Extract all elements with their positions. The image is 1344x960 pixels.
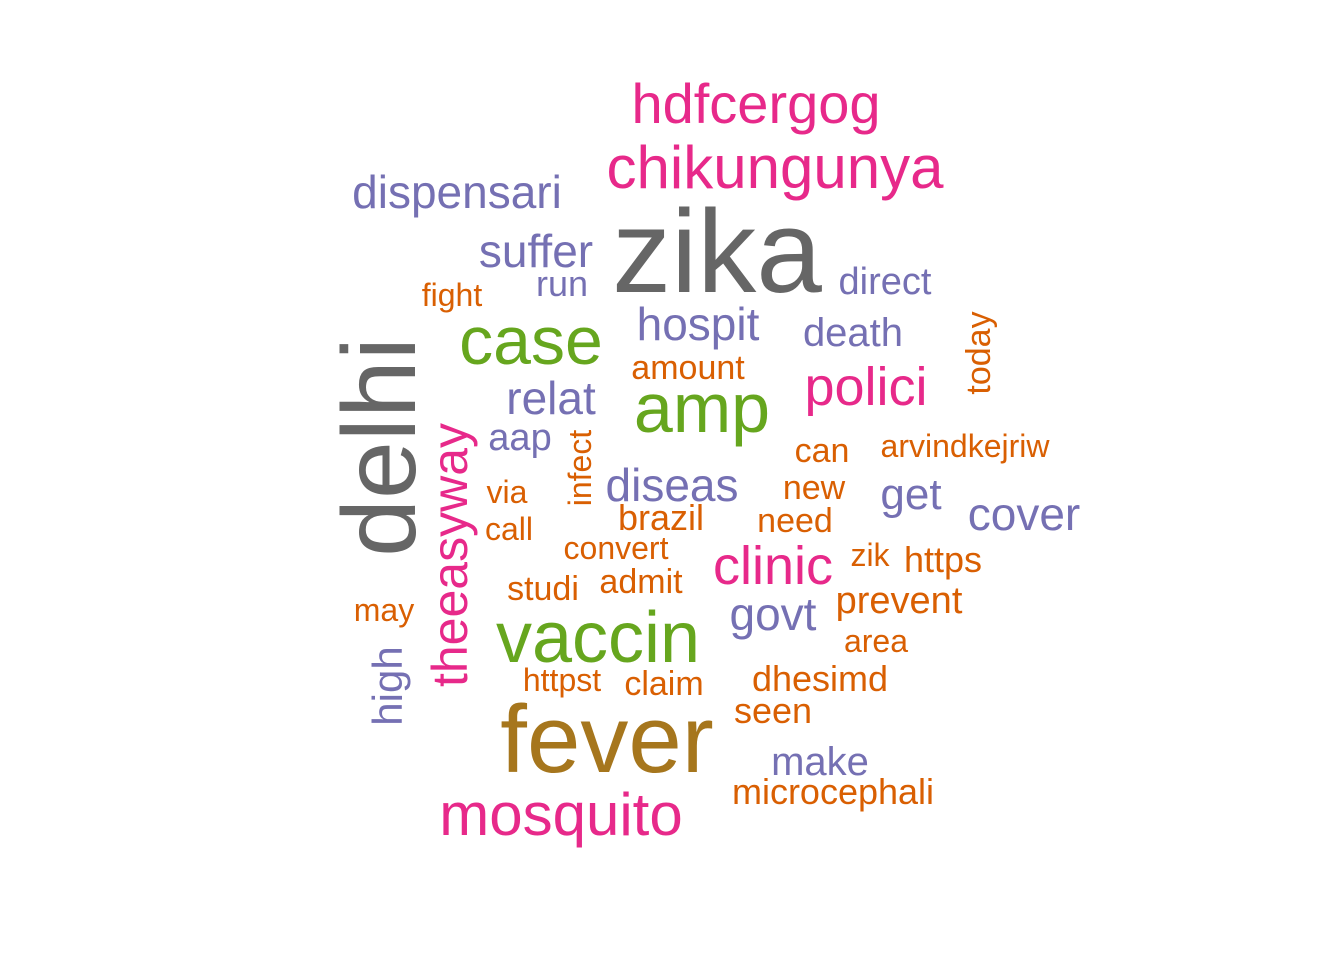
- word-direct: direct: [839, 261, 932, 303]
- word-amount: amount: [631, 349, 745, 387]
- word-vaccin: vaccin: [496, 598, 700, 678]
- word-arvindkejriw: arvindkejriw: [881, 428, 1051, 464]
- word-theeasyway: theeasyway: [422, 423, 478, 687]
- word-govt: govt: [730, 588, 817, 640]
- word-diseas: diseas: [606, 459, 739, 511]
- word-cover: cover: [968, 488, 1080, 540]
- word-mosquito: mosquito: [439, 781, 682, 848]
- word-fight: fight: [422, 277, 483, 313]
- word-new: new: [783, 469, 846, 507]
- word-clinic: clinic: [713, 536, 833, 596]
- word-fever: fever: [500, 686, 713, 793]
- word-infect: infect: [562, 430, 598, 507]
- word-brazil: brazil: [618, 497, 704, 538]
- word-microcephali: microcephali: [732, 771, 934, 812]
- word-delhi: delhi: [322, 337, 438, 557]
- word-case: case: [459, 303, 603, 379]
- word-can: can: [795, 432, 850, 470]
- word-zik: zik: [850, 537, 890, 573]
- word-high: high: [364, 646, 411, 725]
- word-relat: relat: [506, 372, 596, 424]
- word-run: run: [536, 263, 588, 304]
- word-claim: claim: [624, 665, 703, 703]
- word-polici: polici: [804, 357, 927, 417]
- word-prevent: prevent: [836, 580, 963, 622]
- word-need: need: [757, 502, 833, 540]
- word-aap: aap: [488, 417, 551, 459]
- word-may: may: [354, 592, 414, 628]
- word-chikungunya: chikungunya: [607, 134, 945, 201]
- word-dispensari: dispensari: [352, 166, 562, 218]
- word-seen: seen: [734, 690, 812, 731]
- word-get: get: [880, 470, 941, 519]
- word-death: death: [803, 311, 903, 355]
- word-studi: studi: [507, 570, 579, 608]
- word-httpst: httpst: [523, 662, 601, 698]
- word-https: https: [904, 539, 982, 580]
- word-suffer: suffer: [479, 225, 593, 277]
- word-zika: zika: [612, 186, 822, 318]
- word-today: today: [960, 311, 998, 394]
- word-hdfcergog: hdfcergog: [631, 72, 880, 135]
- word-convert: convert: [564, 530, 669, 566]
- word-call: call: [485, 511, 533, 547]
- word-admit: admit: [599, 563, 683, 601]
- word-area: area: [844, 623, 908, 659]
- word-hospit: hospit: [637, 298, 760, 350]
- word-dhesimd: dhesimd: [752, 658, 888, 699]
- word-amp: amp: [634, 369, 770, 447]
- word-via: via: [487, 474, 528, 510]
- word-make: make: [771, 740, 869, 784]
